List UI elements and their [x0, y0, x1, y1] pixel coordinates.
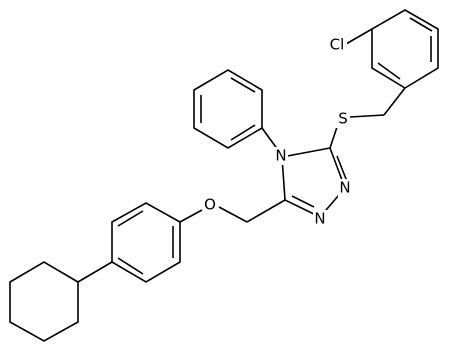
bonds: [9, 9, 439, 342]
atom-label: N: [314, 210, 325, 228]
atom-label: S: [338, 110, 348, 128]
atom-labels: Cl S N N N O: [203, 35, 352, 228]
atom-label: N: [275, 147, 286, 165]
atom-label: Cl: [330, 36, 345, 54]
atom-label: N: [339, 179, 350, 197]
atom-label: O: [204, 196, 216, 214]
